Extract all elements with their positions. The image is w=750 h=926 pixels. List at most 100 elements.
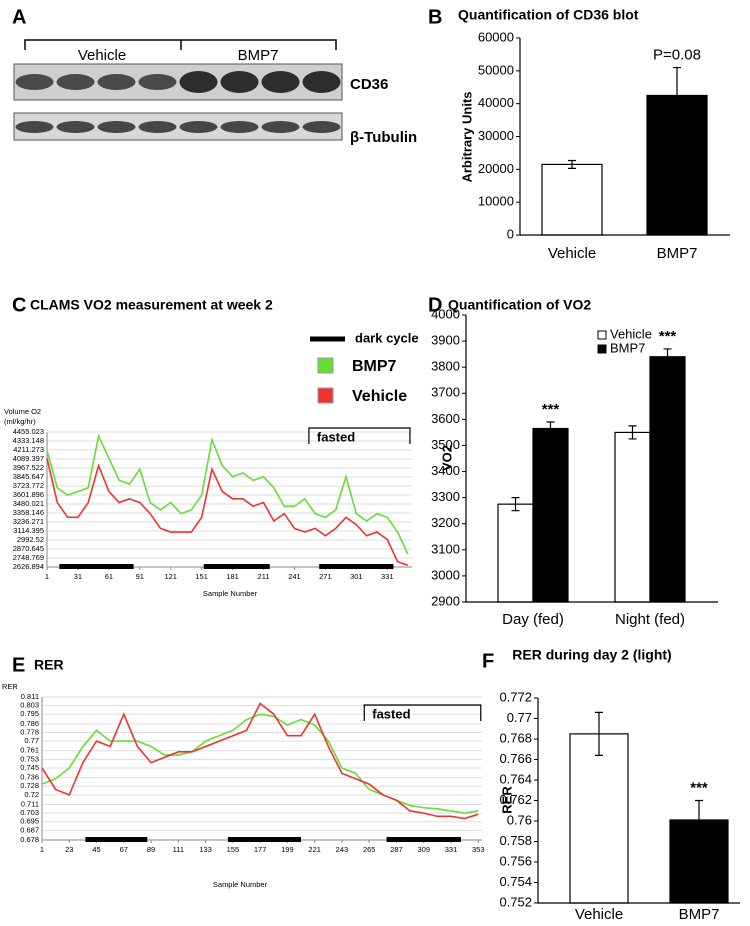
y-tick-label: 0 [507,226,514,241]
band [220,121,259,133]
panel-label: F [482,650,494,672]
x-tick-label: 151 [195,572,208,581]
x-tick-label: 211 [258,572,270,581]
y-tick-label: 3236.271 [13,517,44,526]
y-tick-label: 0.811 [21,692,39,701]
x-tick-label: 155 [227,845,240,854]
x-tick-label: 91 [136,572,144,581]
x-tick-label: 353 [472,845,485,854]
x-axis-title: Sample Number [203,589,258,598]
group-bracket [24,39,337,50]
x-tick-label: 1 [40,845,44,854]
series-line [41,702,479,820]
y-tick-label: 0.758 [499,833,532,848]
band [261,121,300,133]
bar [614,431,651,603]
y-tick-label: 3400 [431,463,460,478]
y-tick-label: 0.761 [20,746,39,755]
x-tick-label: 287 [390,845,403,854]
y-tick-label: 0.756 [499,853,532,868]
y-tick-label: 20000 [478,161,514,176]
panel-label: A [12,6,26,28]
annotation: fasted [317,429,355,444]
y-tick-label: 0.703 [20,808,39,817]
y-tick-label: 3200 [431,515,460,530]
x-tick-label: Night (fed) [615,611,685,628]
panel-label: E [12,654,25,676]
y-tick-label: 40000 [478,95,514,110]
error-bar [568,159,576,169]
x-tick-label: 331 [381,572,394,581]
y-tick-label: 0.772 [499,689,532,704]
band [15,121,54,133]
series-line [46,458,409,567]
bar [497,503,534,603]
y-tick-label: 4000 [431,306,460,321]
x-tick-label: 45 [92,845,100,854]
x-tick-label: BMP7 [679,906,720,923]
annotation: fasted [372,706,410,721]
y-tick-label: 0.764 [499,771,532,786]
chart-title: RER during day 2 (light) [512,647,671,663]
band [56,121,95,133]
y-tick-label: 0.786 [20,719,39,728]
y-tick-label: 3100 [431,541,460,556]
band [97,74,136,90]
y-tick-label: 0.687 [20,825,39,834]
y-tick-label: 3358.146 [13,508,44,517]
legend-label: dark cycle [355,330,419,345]
x-tick-label: BMP7 [657,245,698,262]
y-axis-title: Arbitrary Units [459,91,474,182]
band [302,121,341,133]
y-tick-label: 0.77 [507,710,532,725]
y-tick-label: 2992.52 [17,535,44,544]
dark-cycle-bar [85,837,148,842]
y-tick-label: 0.728 [20,781,39,790]
band [220,71,259,93]
band [179,121,218,133]
y-axis-title: RER [499,786,514,814]
x-tick-label: 309 [417,845,430,854]
x-tick-label: 265 [363,845,376,854]
dark-cycle-bar [227,837,302,842]
y-axis-title: (ml/kg/hr) [4,417,36,426]
x-tick-label: 199 [281,845,294,854]
x-tick-label: 31 [74,572,82,581]
y-tick-label: 4089.397 [13,454,44,463]
y-tick-label: 0.762 [499,792,532,807]
series-line [46,433,409,555]
x-axis-title: Sample Number [213,880,268,889]
y-tick-label: 10000 [478,194,514,209]
band [261,71,300,93]
chart-title: RER [34,657,64,673]
band [302,71,341,93]
band-label: CD36 [350,76,388,93]
error-bar [595,711,603,756]
chart-title: CLAMS VO2 measurement at week 2 [30,297,273,313]
y-tick-label: 4333.148 [13,436,44,445]
dark-cycle-bar [59,564,134,569]
y-tick-label: 0.768 [499,730,532,745]
legend-swatch [317,387,334,404]
y-tick-label: 3723.772 [13,481,44,490]
legend-swatch [317,357,334,374]
y-tick-label: 0.77 [24,736,39,745]
legend-label: Vehicle [352,388,407,405]
y-tick-label: 0.695 [20,817,39,826]
annotation-bracket [363,704,482,721]
x-tick-label: 331 [445,845,458,854]
legend-label: BMP7 [352,358,397,375]
error-bar [663,348,672,366]
y-tick-label: 0.766 [499,751,532,766]
y-tick-label: 3800 [431,359,460,374]
legend-swatch [597,330,607,340]
y-tick-label: 3480.021 [13,499,44,508]
band [97,121,136,133]
y-tick-label: 3000 [431,567,460,582]
x-tick-label: 89 [147,845,155,854]
y-axis-title: RER [2,682,18,691]
x-tick-label: 181 [226,572,239,581]
x-tick-label: 61 [105,572,113,581]
dark-cycle-bar [386,837,461,842]
band [138,121,177,133]
